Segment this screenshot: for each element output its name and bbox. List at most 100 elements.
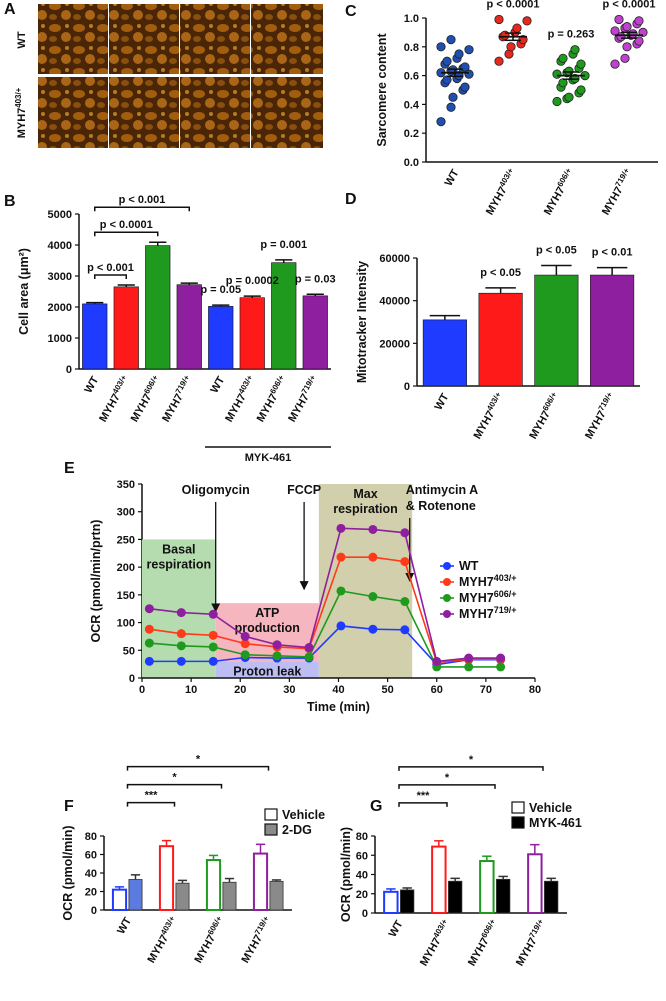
region-label: respiration (333, 502, 398, 516)
data-point (368, 524, 378, 534)
x-tick-label: MYH7719/+ (237, 914, 275, 965)
x-tick-label: WT (433, 391, 452, 412)
bar (269, 880, 284, 911)
data-point (446, 102, 456, 112)
data-point (494, 56, 504, 66)
panel-label: G (370, 798, 382, 815)
y-tick-label: 0.6 (404, 71, 419, 83)
data-point (558, 53, 568, 63)
data-point (512, 23, 522, 33)
x-tick-label: WT (443, 167, 462, 188)
p-value-label: p < 0.05 (480, 267, 521, 279)
bar (82, 303, 108, 370)
data-point (634, 36, 644, 46)
y-tick-label: 0 (129, 673, 135, 685)
data-point (576, 59, 586, 69)
bar (128, 879, 143, 911)
panel-label: D (345, 191, 357, 208)
region-label: ATP (255, 606, 279, 620)
x-tick-label: MYH7403/+ (482, 166, 520, 217)
y-tick-label: 2000 (48, 302, 72, 314)
data-point (634, 16, 644, 26)
bar (175, 882, 190, 911)
data-point (500, 30, 510, 40)
x-axis-label: Time (min) (307, 700, 370, 714)
bar (527, 853, 543, 914)
annotation-label: Oligomycin (182, 483, 250, 497)
data-point (400, 557, 410, 567)
x-tick-label: 50 (382, 684, 394, 696)
y-axis-label: Mitotracker Intensity (355, 261, 369, 383)
bar (478, 292, 523, 387)
legend-label: Vehicle (529, 801, 572, 815)
legend-swatch (264, 823, 278, 836)
p-value-label: p = 0.001 (260, 239, 307, 251)
y-tick-label: 60 (85, 850, 97, 862)
legend-marker (443, 578, 451, 586)
y-tick-label: 50 (123, 645, 135, 657)
data-point (304, 652, 314, 662)
significance-bracket (126, 765, 270, 771)
x-tick-label: 40 (332, 684, 344, 696)
significance-bracket (398, 802, 448, 807)
legend-swatch (511, 816, 525, 829)
bar (145, 245, 171, 370)
data-point (368, 552, 378, 562)
significance-label: *** (145, 790, 159, 802)
y-tick-label: 60000 (379, 253, 410, 265)
p-value-label: p < 0.05 (536, 244, 577, 256)
annotation-label: & Rotenone (406, 499, 476, 513)
x-tick-label: WT (387, 918, 406, 939)
y-tick-label: 40 (85, 868, 97, 880)
y-axis-label: Sarcomere content (375, 33, 389, 147)
bar (252, 852, 269, 912)
y-axis-label: OCR (pmol/min) (339, 827, 353, 922)
series-line (149, 556, 501, 664)
data-point (272, 651, 282, 661)
bar (239, 297, 265, 370)
panel-label: F (64, 798, 74, 815)
data-point (496, 662, 506, 672)
data-point (446, 34, 456, 45)
micrograph (180, 4, 250, 74)
micrograph (251, 4, 323, 74)
data-point (494, 14, 504, 25)
series-line (149, 590, 501, 668)
data-point (460, 82, 470, 92)
data-point (240, 631, 250, 641)
x-tick-label: 70 (480, 684, 492, 696)
region (215, 661, 319, 678)
data-point (400, 625, 410, 635)
data-point (176, 608, 186, 618)
x-tick-label: MYH7606/+ (190, 914, 228, 965)
data-point (454, 49, 464, 59)
y-axis-label: Cell area (μm²) (17, 248, 31, 335)
series-line (149, 625, 501, 666)
y-tick-label: 1000 (48, 333, 72, 345)
x-tick-label: MYH7403/+ (143, 914, 181, 965)
x-tick-label: 10 (185, 684, 197, 696)
data-point (368, 592, 378, 602)
micrograph-grid (38, 4, 323, 148)
y-tick-label: 40 (356, 870, 368, 882)
micrograph (251, 77, 323, 148)
y-tick-label: 60 (356, 850, 368, 862)
row-label: WT (16, 31, 28, 48)
data-point (208, 656, 218, 666)
legend-swatch (511, 801, 525, 814)
data-point (614, 14, 624, 25)
data-point (436, 117, 446, 127)
y-tick-label: 0.4 (404, 99, 420, 111)
micrograph (38, 77, 108, 148)
data-point (240, 639, 250, 649)
y-tick-label: 1.0 (404, 13, 419, 25)
region-label: respiration (147, 557, 212, 571)
micrograph (180, 77, 250, 148)
legend-label: Vehicle (282, 808, 325, 822)
legend-label: 2-DG (282, 823, 312, 837)
bar (158, 845, 175, 911)
series-line (149, 527, 501, 663)
data-point (336, 586, 346, 596)
data-point (272, 640, 282, 650)
significance-label: * (172, 772, 177, 784)
